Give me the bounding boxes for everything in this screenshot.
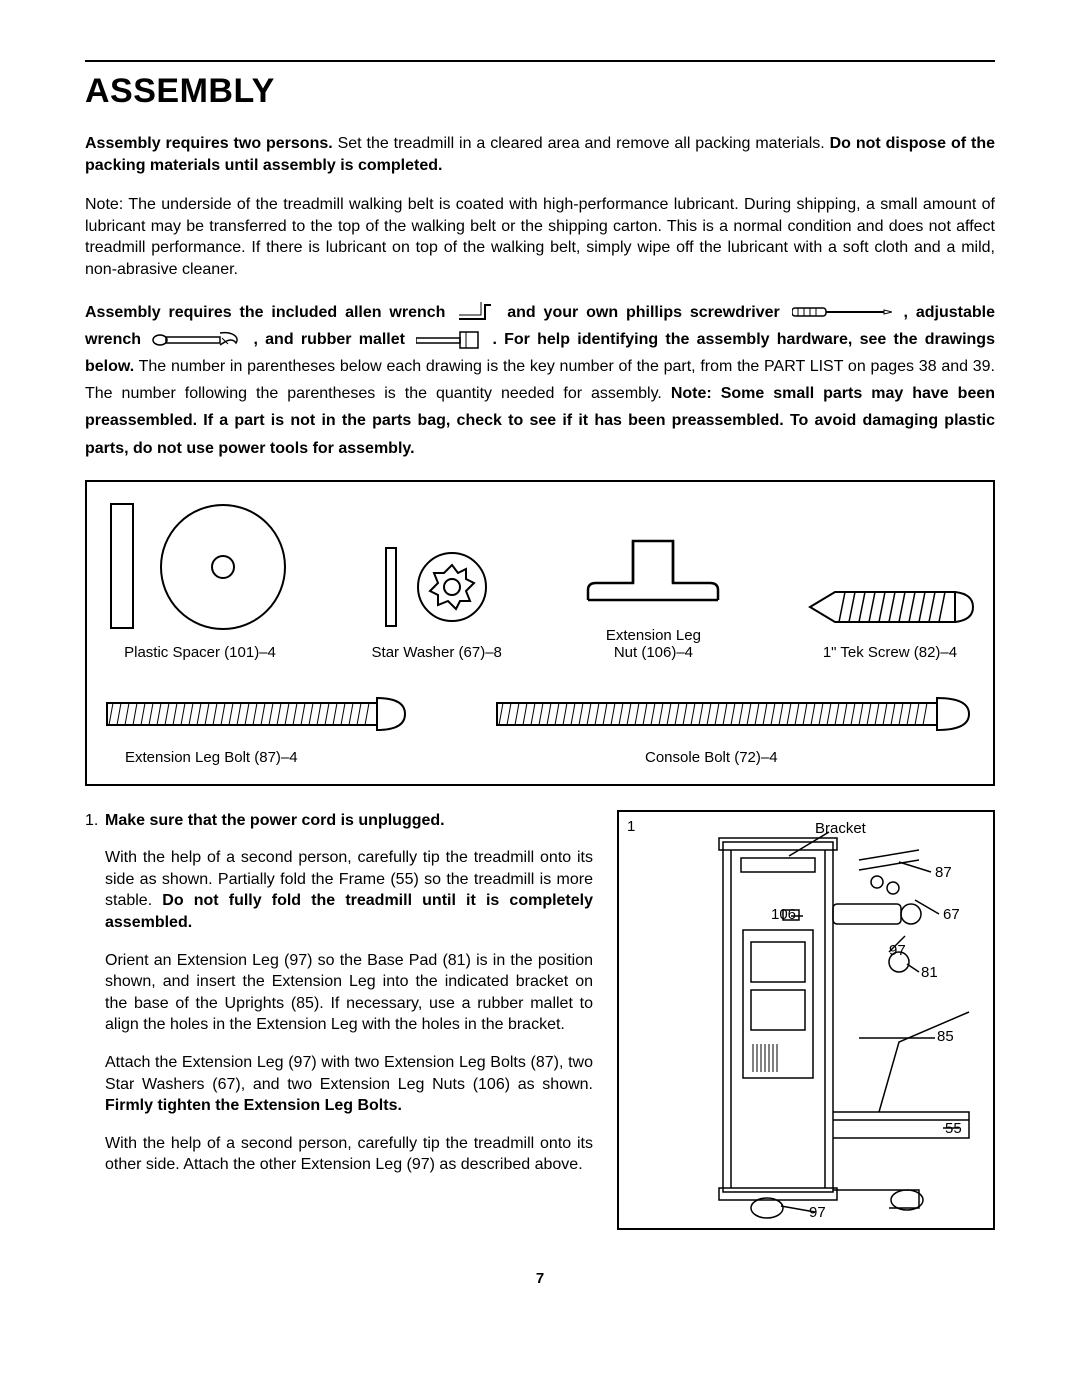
top-rule <box>85 60 995 62</box>
diagram-label-97b: 97 <box>809 1204 826 1221</box>
intro-paragraph: Assembly requires two persons. Set the t… <box>85 133 995 176</box>
intro-lead-bold: Assembly requires two persons. <box>85 135 333 152</box>
hw-console-bolt-label: Console Bolt (72)–4 <box>495 749 975 766</box>
hw-ext-leg-bolt: Extension Leg Bolt (87)–4 <box>105 691 415 766</box>
diagram-label-67: 67 <box>943 906 960 923</box>
step-1-section: 1. Make sure that the power cord is unpl… <box>85 810 995 1230</box>
hw-spacer-label: Plastic Spacer (101)–4 <box>105 644 295 661</box>
step-1-number: 1. <box>85 810 105 1192</box>
step-1-p3a: Attach the Extension Leg (97) with two E… <box>105 1054 593 1093</box>
diagram-label-81: 81 <box>921 964 938 981</box>
step-1-p4: With the help of a second person, carefu… <box>105 1133 593 1176</box>
hardware-row-2: Extension Leg Bolt (87)–4 Console Bolt (… <box>105 691 975 766</box>
page-title: ASSEMBLY <box>85 72 995 111</box>
hw-tek-screw: 1" Tek Screw (82)–4 <box>805 582 975 661</box>
tools-t1: Assembly requires the included allen wre… <box>85 304 445 321</box>
console-bolt-icon <box>495 691 975 737</box>
hw-star-washer: Star Washer (67)–8 <box>372 542 502 661</box>
screwdriver-icon <box>792 305 892 319</box>
diagram-label-55: 55 <box>945 1120 962 1137</box>
note-paragraph: Note: The underside of the treadmill wal… <box>85 194 995 280</box>
ext-leg-nut-icon <box>578 535 728 615</box>
step-1-p2: Orient an Extension Leg (97) so the Base… <box>105 950 593 1036</box>
step-1-p1b: Do not fully fold the treadmill until it… <box>105 892 593 931</box>
rubber-mallet-icon <box>416 330 481 350</box>
star-washer-icon <box>382 542 492 632</box>
hw-ext-leg-bolt-label: Extension Leg Bolt (87)–4 <box>105 749 415 766</box>
step-1-diagram: 1 <box>617 810 995 1230</box>
page: ASSEMBLY Assembly requires two persons. … <box>0 0 1080 1327</box>
step-1-text: 1. Make sure that the power cord is unpl… <box>85 810 593 1230</box>
page-number: 7 <box>85 1270 995 1287</box>
hw-star-washer-label: Star Washer (67)–8 <box>372 644 502 661</box>
step-1-p3b: Firmly tighten the Extension Leg Bolts. <box>105 1097 402 1114</box>
adjustable-wrench-icon <box>152 331 242 349</box>
hardware-row-1: Plastic Spacer (101)–4 Star Washer (67)–… <box>105 502 975 661</box>
hw-plastic-spacer: Plastic Spacer (101)–4 <box>105 502 295 661</box>
diagram-label-106: 106 <box>771 906 796 923</box>
hw-console-bolt: Console Bolt (72)–4 <box>495 691 975 766</box>
tools-t2: and your own phillips screwdriver <box>507 304 780 321</box>
ext-leg-bolt-icon <box>105 691 415 737</box>
tools-paragraph: Assembly requires the included allen wre… <box>85 299 995 462</box>
plastic-spacer-icon <box>105 502 295 632</box>
hw-tek-screw-label: 1" Tek Screw (82)–4 <box>805 644 975 661</box>
tools-t4: , and rubber mallet <box>253 331 405 348</box>
intro-lead-rest: Set the treadmill in a cleared area and … <box>333 135 830 152</box>
step-1-title: Make sure that the power cord is unplugg… <box>105 812 445 829</box>
diagram-label-97: 97 <box>889 942 906 959</box>
hw-ext-leg-nut-label2: Nut (106)–4 <box>578 644 728 661</box>
tools-comma1: , <box>904 304 908 321</box>
tek-screw-icon <box>805 582 975 632</box>
diagram-label-85: 85 <box>937 1028 954 1045</box>
diagram-label-bracket: Bracket <box>815 820 866 837</box>
hw-ext-leg-nut-label1: Extension Leg <box>578 627 728 644</box>
allen-wrench-icon <box>457 302 495 322</box>
hw-ext-leg-nut: Extension Leg Nut (106)–4 <box>578 535 728 661</box>
diagram-label-87: 87 <box>935 864 952 881</box>
hardware-box: Plastic Spacer (101)–4 Star Washer (67)–… <box>85 480 995 786</box>
